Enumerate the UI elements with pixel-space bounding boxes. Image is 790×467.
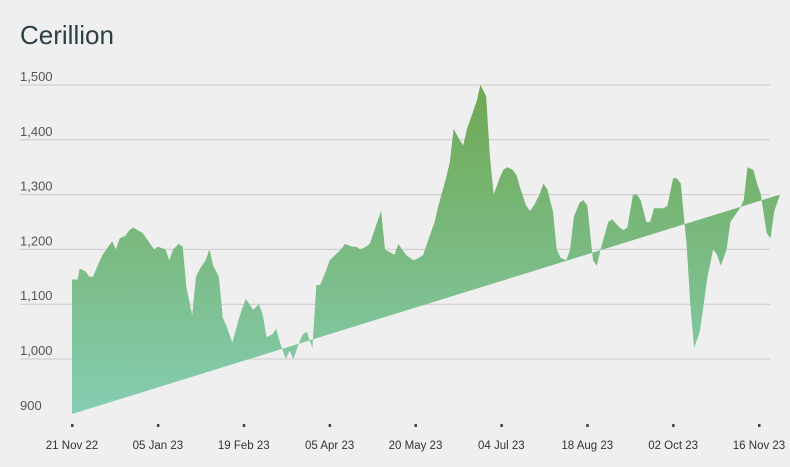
- x-tick-mark: [328, 424, 332, 427]
- x-tick-mark: [586, 424, 589, 427]
- y-tick-label: 1,100: [20, 288, 53, 303]
- y-tick-label: 1,000: [20, 343, 53, 358]
- x-tick-mark: [156, 424, 160, 427]
- x-tick-mark: [500, 424, 503, 427]
- y-tick-label: 1,500: [20, 69, 53, 84]
- x-tick-mark: [672, 424, 675, 427]
- y-tick-label: 900: [20, 398, 42, 413]
- x-tick-label: 05 Jan 23: [133, 440, 184, 452]
- price-area: [72, 85, 780, 414]
- y-axis: 900 1,000 1,100 1,200 1,300 1,400 1,500: [20, 69, 53, 413]
- y-tick-label: 1,300: [20, 179, 53, 194]
- x-tick-mark: [758, 424, 761, 427]
- y-tick-label: 1,400: [20, 124, 53, 139]
- x-tick-mark: [71, 424, 74, 427]
- x-tick-mark: [414, 424, 417, 427]
- x-tick-mark: [242, 424, 246, 427]
- x-tick-label: 16 Nov 23: [733, 440, 785, 452]
- x-tick-label: 20 May 23: [389, 440, 443, 452]
- x-tick-label: 19 Feb 23: [218, 440, 270, 452]
- x-tick-label: 04 Jul 23: [478, 440, 525, 452]
- x-tick-label: 05 Apr 23: [305, 440, 354, 452]
- x-tick-label: 21 Nov 22: [46, 440, 98, 452]
- x-tick-label: 02 Oct 23: [648, 440, 698, 452]
- x-tick-label: 18 Aug 23: [561, 440, 613, 452]
- chart-title: Cerillion: [20, 20, 114, 50]
- y-tick-label: 1,200: [20, 233, 53, 248]
- x-axis: 21 Nov 22 05 Jan 23 19 Feb 23 05 Apr 23 20 M…: [46, 424, 785, 452]
